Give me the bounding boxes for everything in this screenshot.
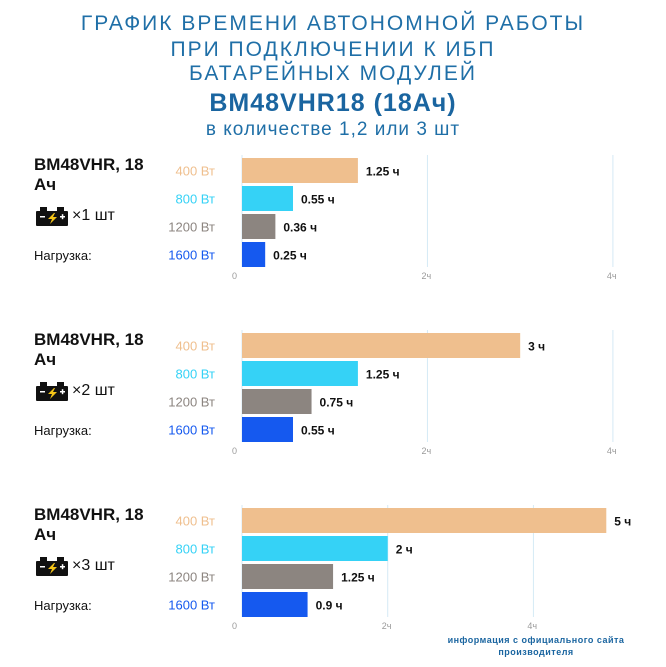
battery-count-label: ×1 шт: [72, 207, 115, 224]
panel-model-label: BM48VHR, 18 Ач: [34, 155, 144, 194]
chart-title-line-3: БАТАРЕЙНЫХ МОДУЛЕЙ: [189, 62, 477, 85]
bar: [242, 417, 293, 442]
panel-model-label: BM48VHR, 18 Ач: [34, 330, 144, 369]
bar: [242, 564, 334, 589]
x-tick-label: 0: [232, 271, 237, 281]
chart-panel-2: BM48VHR, 18 Ач ×2 шт Нагрузка: 0 2ч 4ч 400 …: [0, 330, 666, 470]
data-label: 0.55 ч: [301, 193, 335, 207]
bar: [242, 242, 266, 267]
chart-title-line-1: ГРАФИК ВРЕМЕНИ АВТОНОМНОЙ РАБОТЫ: [80, 12, 586, 35]
chart-panel-1: BM48VHR, 18 Ач ×1 шт Нагрузка: 0 2ч 4ч 400 …: [0, 155, 666, 295]
bar: [242, 333, 521, 358]
battery-count-label: ×2 шт: [72, 382, 115, 399]
bar: [242, 214, 276, 239]
category-label: 1200 Вт: [168, 395, 215, 410]
bar: [242, 592, 308, 617]
bar: [242, 389, 312, 414]
chart-title-line-2: ПРИ ПОДКЛЮЧЕНИИ К ИБП: [170, 38, 496, 61]
bar: [242, 508, 607, 533]
data-label: 5 ч: [614, 515, 631, 529]
bar-chart: 0 2ч 4ч 400 Вт 1.25 ч 800 Вт 0.55 ч 1200 Вт 0.36…: [168, 155, 617, 281]
data-label: 1.25 ч: [366, 368, 400, 382]
bar: [242, 158, 358, 183]
chart-panel-3: BM48VHR, 18 Ач ×3 шт Нагрузка: 0 2ч 4ч 400 …: [0, 505, 666, 645]
category-label: 400 Вт: [176, 164, 216, 179]
battery-icon: [36, 557, 68, 576]
category-label: 1600 Вт: [168, 598, 215, 613]
data-label: 0.36 ч: [283, 221, 317, 235]
load-label: Нагрузка:: [34, 248, 92, 263]
x-tick-label: 0: [232, 621, 237, 631]
x-tick-label: 0: [232, 446, 237, 456]
chart-title-model: BM48VHR18 (18Ач): [209, 89, 457, 117]
panel-model-label: BM48VHR, 18 Ач: [34, 505, 144, 544]
load-label: Нагрузка:: [34, 598, 92, 613]
category-label: 1600 Вт: [168, 248, 215, 263]
category-label: 1200 Вт: [168, 570, 215, 585]
category-label: 800 Вт: [176, 367, 216, 382]
data-label: 0.75 ч: [320, 396, 354, 410]
data-label: 0.9 ч: [316, 599, 343, 613]
source-note: информация с официального сайта производ…: [447, 635, 625, 657]
bar-chart: 0 2ч 4ч 400 Вт 5 ч 800 Вт 2 ч 1200 Вт 1.25 ч 1600…: [168, 505, 631, 631]
data-label: 1.25 ч: [341, 571, 375, 585]
load-label: Нагрузка:: [34, 423, 92, 438]
data-label: 0.55 ч: [301, 424, 335, 438]
bar: [242, 361, 358, 386]
x-tick-label: 2ч: [421, 446, 431, 456]
category-label: 800 Вт: [176, 192, 216, 207]
bar-chart: 0 2ч 4ч 400 Вт 3 ч 800 Вт 1.25 ч 1200 Вт 0.75 ч 1…: [168, 330, 617, 456]
x-tick-label: 2ч: [421, 271, 431, 281]
category-label: 1600 Вт: [168, 423, 215, 438]
data-label: 0.25 ч: [273, 249, 307, 263]
data-label: 3 ч: [528, 340, 545, 354]
category-label: 400 Вт: [176, 514, 216, 529]
category-label: 1200 Вт: [168, 220, 215, 235]
category-label: 400 Вт: [176, 339, 216, 354]
battery-icon: [36, 382, 68, 401]
x-tick-label: 4ч: [527, 621, 537, 631]
x-tick-label: 4ч: [607, 271, 617, 281]
bar: [242, 186, 293, 211]
battery-count-label: ×3 шт: [72, 557, 115, 574]
bar: [242, 536, 388, 561]
data-label: 2 ч: [396, 543, 413, 557]
chart-subtitle: в количестве 1,2 или 3 шт: [205, 119, 461, 140]
battery-icon: [36, 207, 68, 226]
x-tick-label: 2ч: [382, 621, 392, 631]
data-label: 1.25 ч: [366, 165, 400, 179]
category-label: 800 Вт: [176, 542, 216, 557]
x-tick-label: 4ч: [607, 446, 617, 456]
